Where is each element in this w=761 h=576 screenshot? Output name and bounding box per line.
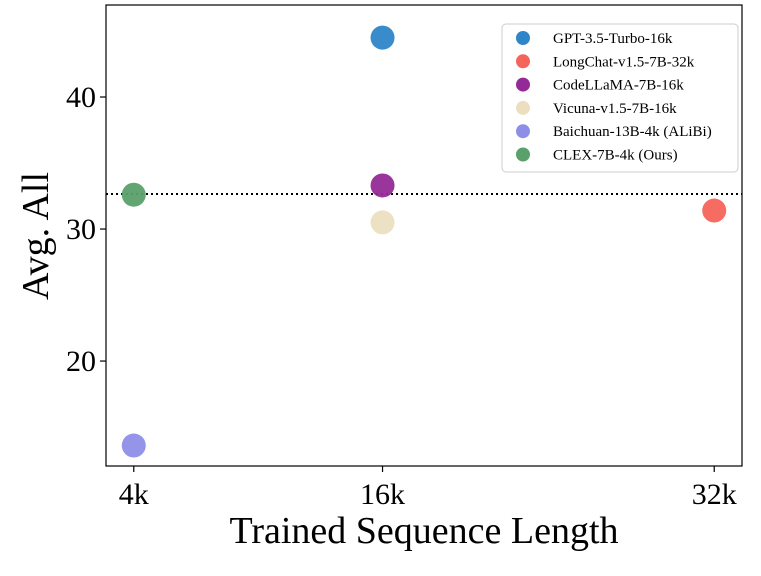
legend-marker: [516, 31, 530, 45]
y-tick-label: 30: [66, 213, 96, 246]
x-tick-label: 16k: [360, 478, 405, 511]
data-point: [370, 25, 395, 50]
legend-marker: [516, 100, 530, 115]
legend-marker: [516, 54, 530, 69]
legend-marker: [516, 147, 530, 162]
legend-label: CLEX-7B-4k (Ours): [553, 148, 678, 164]
y-tick-label: 40: [66, 81, 96, 114]
data-point: [121, 433, 146, 458]
legend-label: LongChat-v1.5-7B-32k: [553, 54, 695, 70]
y-axis-label: Avg. All: [15, 172, 57, 300]
x-axis-label: Trained Sequence Length: [229, 510, 618, 552]
legend-label: GPT-3.5-Turbo-16k: [553, 31, 673, 47]
x-axis: 4k 16k 32k: [119, 466, 737, 511]
x-tick-label: 4k: [119, 478, 149, 511]
data-point: [702, 198, 727, 223]
plot-area: [106, 25, 742, 458]
legend-label: Vicuna-v1.5-7B-16k: [553, 101, 677, 117]
y-tick-label: 20: [66, 345, 96, 378]
data-point: [121, 182, 146, 207]
legend-marker: [516, 77, 530, 92]
legend-label: Baichuan-13B-4k (ALiBi): [553, 124, 712, 140]
data-point: [370, 173, 395, 198]
data-point: [370, 210, 395, 235]
y-axis: 20 30 40: [66, 81, 106, 378]
legend-frame: [501, 23, 739, 173]
plot-frame: [105, 4, 743, 467]
x-tick-label: 32k: [692, 478, 737, 511]
legend-marker: [516, 124, 530, 139]
legend-label: CodeLLaMA-7B-16k: [553, 78, 684, 94]
legend: GPT-3.5-Turbo-16k LongChat-v1.5-7B-32k Cod…: [501, 23, 739, 173]
